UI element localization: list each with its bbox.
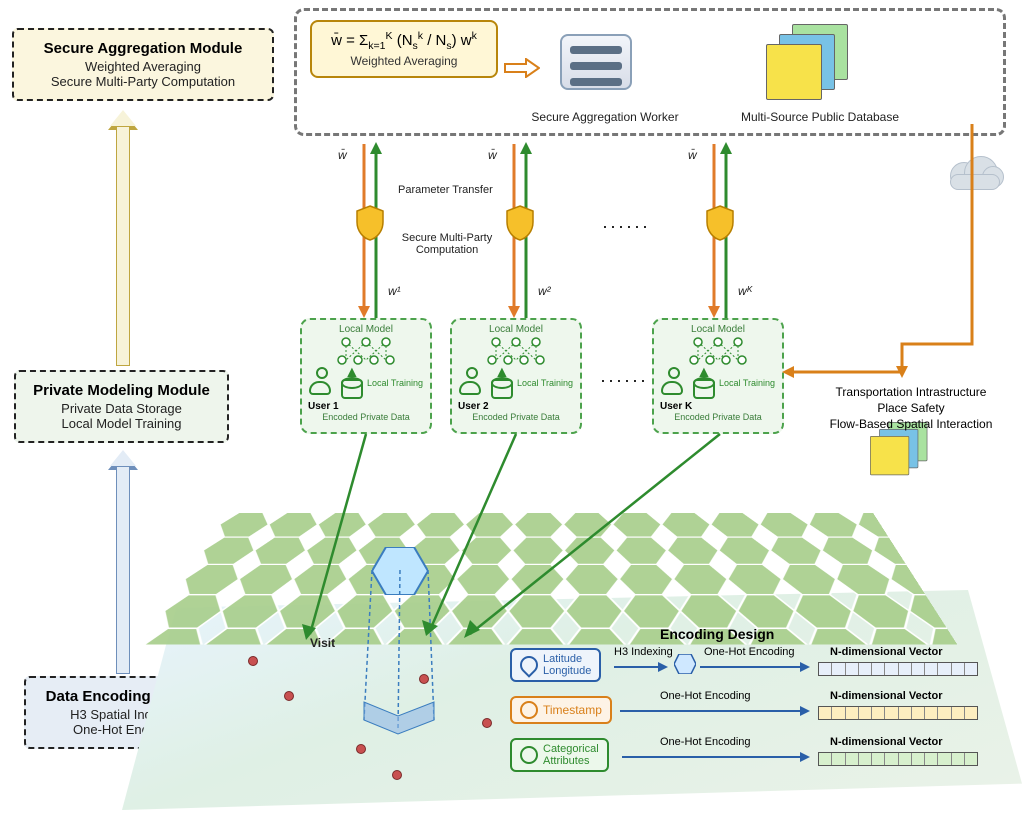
visit-label: Visit bbox=[310, 636, 335, 650]
vector-green bbox=[818, 752, 978, 766]
vector-orange bbox=[818, 706, 978, 720]
server-label: Secure Aggregation Worker bbox=[510, 110, 700, 124]
onehot-label-2: One-Hot Encoding bbox=[660, 690, 751, 702]
arrow-encoding-to-private bbox=[110, 450, 136, 674]
graph-icon bbox=[520, 746, 538, 764]
ctx2: Place Safety bbox=[806, 400, 1016, 416]
private-l2: Local Model Training bbox=[30, 416, 213, 431]
map-stack-icon bbox=[766, 24, 856, 94]
col1-wbar: w̄ bbox=[338, 148, 347, 162]
colK-shield-icon bbox=[705, 205, 735, 241]
aggregation-equation: w̄ = Σk=1K (Nsk / Ns) wk bbox=[322, 30, 486, 52]
pill-latlon: Latitude Longitude bbox=[510, 648, 601, 682]
colK-wK: wᴷ bbox=[738, 284, 752, 298]
onehot-label-3: One-Hot Encoding bbox=[660, 736, 751, 748]
pin-icon bbox=[516, 652, 541, 677]
arrow-latlon-1 bbox=[614, 660, 668, 674]
col1-w1: w¹ bbox=[388, 284, 401, 298]
secure-l1: Weighted Averaging bbox=[28, 59, 258, 74]
private-l1: Private Data Storage bbox=[30, 401, 213, 416]
colK-wbar: w̄ bbox=[688, 148, 697, 162]
arrow-private-to-secure bbox=[110, 110, 136, 366]
arrow-latlon-2 bbox=[700, 660, 810, 674]
ndim-label-3: N-dimensional Vector bbox=[830, 736, 942, 748]
arrow-cat bbox=[622, 750, 810, 764]
user-to-map-lines bbox=[300, 434, 820, 644]
pill-categorical: Categorical Attributes bbox=[510, 738, 609, 772]
pill-timestamp: Timestamp bbox=[510, 696, 612, 724]
categorical-text: Categorical Attributes bbox=[543, 743, 599, 767]
secure-aggregation-module-box: Secure Aggregation Module Weighted Avera… bbox=[12, 28, 274, 101]
user2-box: Local Model ▲ Local Training User 2 bbox=[450, 318, 582, 434]
arrow-ts bbox=[620, 704, 810, 718]
onehot-label-1: One-Hot Encoding bbox=[704, 646, 795, 658]
secure-l2: Secure Multi-Party Computation bbox=[28, 74, 258, 89]
server-icon bbox=[560, 34, 632, 90]
col1-shield-icon bbox=[355, 205, 385, 241]
vector-blue bbox=[818, 662, 978, 676]
top-ellipsis: ······ bbox=[602, 216, 650, 237]
hex-icon bbox=[674, 654, 696, 674]
clock-icon bbox=[520, 701, 538, 719]
private-modeling-module-box: Private Modeling Module Private Data Sto… bbox=[14, 370, 229, 443]
private-title: Private Modeling Module bbox=[30, 382, 213, 399]
col2-shield-icon bbox=[505, 205, 535, 241]
ndim-label-2: N-dimensional Vector bbox=[830, 690, 942, 702]
col2-wbar: w̄ bbox=[488, 148, 497, 162]
context-labels: Transportation Intrastructure Place Safe… bbox=[806, 384, 1016, 432]
ctx3: Flow-Based Spatial Interaction bbox=[806, 416, 1016, 432]
smpc-label: Secure Multi-Party Computation bbox=[392, 232, 502, 256]
h3-label: H3 Indexing bbox=[614, 646, 673, 658]
ctx1: Transportation Intrastructure bbox=[806, 384, 1016, 400]
timestamp-text: Timestamp bbox=[543, 703, 602, 717]
latlon-text: Latitude Longitude bbox=[543, 653, 591, 677]
userK-box: Local Model ▲ Local Training User K bbox=[652, 318, 784, 434]
encoding-design-title: Encoding Design bbox=[660, 626, 774, 642]
user1-box: Local Model ▲ Local Training User 1 bbox=[300, 318, 432, 434]
secure-title: Secure Aggregation Module bbox=[28, 40, 258, 57]
param-transfer-label: Parameter Transfer bbox=[398, 184, 493, 196]
ndim-label-1: N-dimensional Vector bbox=[830, 646, 942, 658]
weighted-caption: Weighted Averaging bbox=[322, 54, 486, 68]
col2-w2: w² bbox=[538, 284, 551, 298]
user-ellipsis: ······ bbox=[600, 370, 648, 391]
cloud-connector bbox=[782, 120, 1002, 380]
formula-to-server-arrow bbox=[504, 58, 540, 78]
weighted-averaging-box: w̄ = Σk=1K (Nsk / Ns) wk Weighted Averag… bbox=[310, 20, 498, 78]
